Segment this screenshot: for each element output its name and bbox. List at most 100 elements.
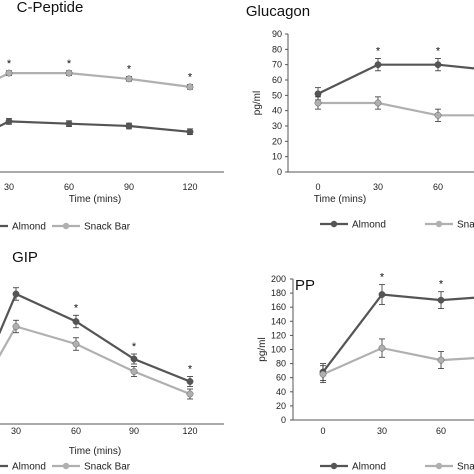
significance-marker: * (67, 58, 72, 70)
data-point (434, 61, 442, 69)
series-line (0, 292, 191, 383)
data-point (5, 69, 13, 77)
legend-swatch-marker (62, 222, 70, 230)
x-tick-label: 60 (436, 426, 446, 436)
y-tick-label: 100 (271, 345, 286, 355)
significance-marker: * (380, 272, 385, 284)
y-tick-label: 0 (281, 415, 286, 425)
legend-label: Snack Bar (84, 462, 131, 473)
legend-label: Almond (12, 222, 46, 233)
series-line (0, 72, 191, 88)
x-tick-label: 30 (4, 182, 14, 192)
data-point (130, 355, 138, 363)
data-point (125, 122, 133, 130)
data-point (186, 83, 194, 91)
legend-swatch-marker (330, 220, 338, 228)
data-point (186, 128, 194, 136)
data-point (186, 378, 194, 385)
x-tick-label: 0 (320, 426, 325, 436)
y-tick-label: 20 (276, 401, 286, 411)
data-point (378, 291, 386, 298)
y-tick-label: 90 (272, 29, 282, 39)
significance-marker: * (188, 72, 193, 84)
significance-marker: * (436, 46, 441, 58)
y-axis-label: pg/ml (252, 91, 263, 115)
x-tick-label: 0 (315, 182, 320, 192)
data-point (434, 111, 442, 119)
y-axis-label: pg/ml (257, 337, 268, 361)
y-tick-label: 40 (276, 387, 286, 397)
x-axis-label: Time (mins) (69, 194, 121, 205)
data-point (378, 344, 386, 352)
y-tick-label: 70 (272, 60, 282, 70)
data-point (65, 69, 73, 77)
x-tick-label: 30 (373, 182, 383, 192)
data-point (374, 61, 382, 69)
y-tick-label: 30 (272, 121, 282, 131)
data-point (72, 318, 80, 325)
y-tick-label: 120 (271, 330, 286, 340)
y-tick-label: 140 (271, 316, 286, 326)
x-axis-label: Time (mins) (69, 446, 121, 457)
legend-swatch-marker (330, 462, 338, 470)
significance-marker: * (188, 364, 193, 376)
x-tick-label: 90 (129, 426, 139, 436)
data-point (437, 296, 445, 304)
series-line (322, 293, 474, 373)
significance-marker: * (127, 64, 132, 76)
series-line (318, 101, 474, 117)
y-tick-label: 10 (272, 152, 282, 162)
legend-label: Almond (12, 462, 46, 473)
y-tick-label: 60 (272, 75, 282, 85)
y-tick-label: 160 (271, 302, 286, 312)
legend-label: Snack Bar (457, 462, 474, 473)
data-point (5, 118, 13, 125)
y-tick-label: 80 (276, 359, 286, 369)
y-tick-label: 20 (272, 136, 282, 146)
legend-label: Almond (352, 462, 386, 473)
y-tick-label: 180 (271, 288, 286, 298)
x-tick-label: 90 (124, 182, 134, 192)
legend-label: Snack Bar (84, 222, 131, 233)
significance-marker: * (376, 46, 381, 58)
data-point (12, 323, 20, 330)
legend-swatch-marker (435, 220, 443, 228)
y-tick-label: 50 (272, 90, 282, 100)
series-line (0, 325, 191, 396)
chart-title: C-Peptide (17, 0, 84, 16)
y-tick-label: 200 (271, 274, 286, 284)
data-point (319, 370, 327, 378)
series-line (317, 63, 474, 95)
x-axis-label: Time (mins) (314, 194, 366, 205)
significance-marker: * (74, 302, 79, 314)
legend-label: Almond (352, 220, 386, 231)
y-tick-label: 80 (272, 44, 282, 54)
data-point (437, 356, 445, 364)
data-point (125, 75, 133, 83)
legend-swatch-marker (435, 462, 443, 470)
data-point (314, 99, 322, 107)
x-tick-label: 120 (182, 426, 197, 436)
legend-label: Snack (457, 220, 474, 231)
x-tick-label: 60 (433, 182, 443, 192)
significance-marker: * (7, 58, 12, 70)
x-tick-label: 120 (182, 182, 197, 192)
y-tick-label: 40 (272, 106, 282, 116)
data-point (374, 99, 382, 107)
chart-title: PP (295, 277, 315, 294)
chart-title: GIP (12, 249, 38, 266)
y-tick-label: 0 (277, 167, 282, 177)
data-point (65, 120, 73, 128)
x-tick-label: 60 (64, 182, 74, 192)
series-line (0, 120, 191, 133)
x-tick-label: 30 (377, 426, 387, 436)
significance-marker: * (439, 279, 444, 291)
x-tick-label: 30 (11, 426, 21, 436)
data-point (12, 290, 20, 298)
data-point (72, 340, 80, 348)
legend-swatch-marker (62, 462, 70, 470)
chart-title: Glucagon (246, 3, 310, 20)
data-point (186, 390, 194, 398)
y-tick-label: 60 (276, 373, 286, 383)
